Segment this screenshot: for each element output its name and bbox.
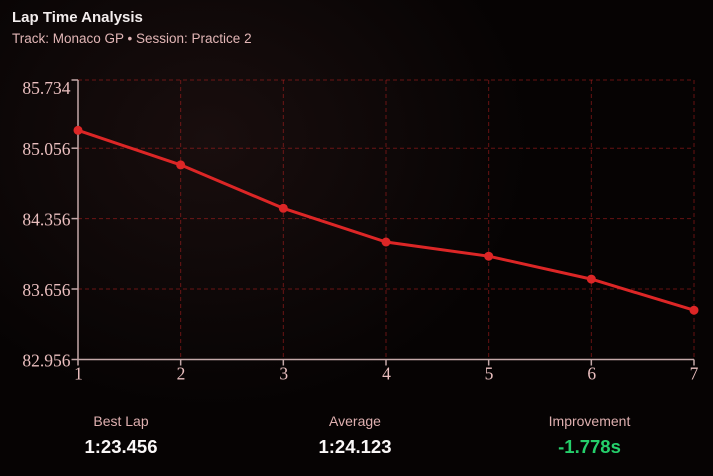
svg-text:85.056: 85.056 xyxy=(22,139,70,159)
svg-text:85.734: 85.734 xyxy=(22,78,70,98)
svg-text:7: 7 xyxy=(690,364,699,384)
svg-text:2: 2 xyxy=(177,364,186,384)
svg-text:82.956: 82.956 xyxy=(22,351,70,371)
svg-text:3: 3 xyxy=(279,364,288,384)
svg-text:1: 1 xyxy=(74,364,83,384)
svg-text:6: 6 xyxy=(587,364,596,384)
svg-text:84.356: 84.356 xyxy=(22,209,70,229)
svg-text:4: 4 xyxy=(382,364,391,384)
svg-text:83.656: 83.656 xyxy=(22,280,70,300)
svg-text:5: 5 xyxy=(485,364,494,384)
